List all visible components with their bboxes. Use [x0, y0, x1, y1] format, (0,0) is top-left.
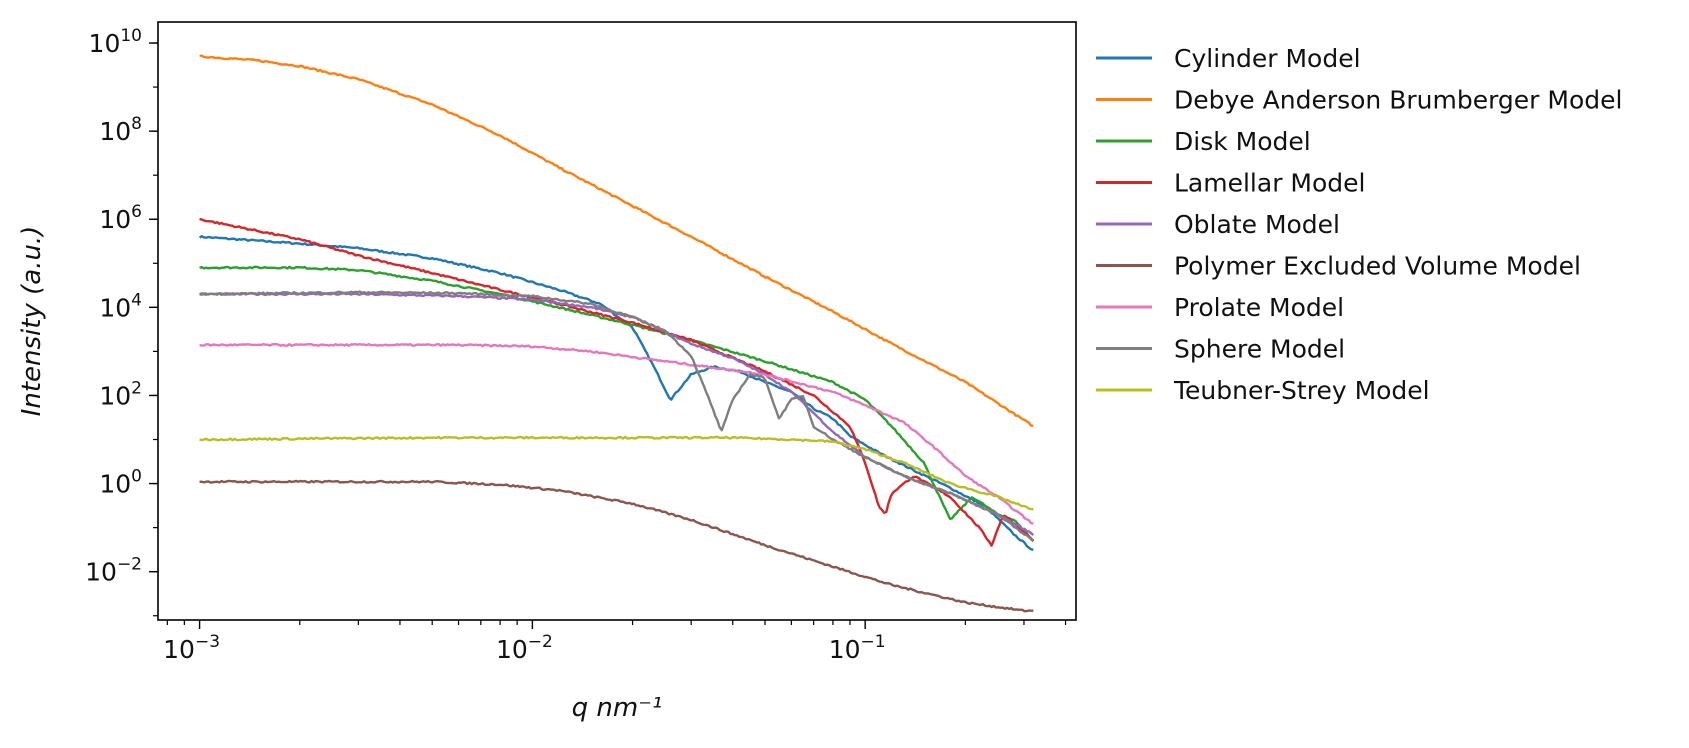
legend-item: Polymer Excluded Volume Model [1096, 252, 1581, 281]
y-tick-label: 100 [99, 467, 142, 499]
legend-label: Oblate Model [1174, 210, 1340, 239]
series-line-6 [199, 479, 1034, 613]
legend-item: Debye Anderson Brumberger Model [1096, 86, 1622, 115]
y-tick-label: 106 [99, 202, 142, 234]
y-tick-label: 108 [99, 114, 142, 146]
legend-label: Polymer Excluded Volume Model [1174, 252, 1581, 281]
series-line-9 [199, 435, 1034, 511]
legend-label: Prolate Model [1174, 293, 1344, 322]
y-tick-label: 104 [99, 290, 142, 322]
legend-label: Sphere Model [1174, 335, 1345, 364]
legend-item: Disk Model [1096, 127, 1311, 156]
legend-item: Sphere Model [1096, 335, 1345, 364]
x-tick-label: 10−2 [496, 632, 553, 664]
legend-item: Oblate Model [1096, 210, 1340, 239]
x-axis-label: q nm⁻¹ [572, 693, 663, 723]
x-tick-label: 10−1 [829, 632, 886, 664]
plot-area [198, 54, 1035, 613]
plot-frame [157, 21, 1077, 621]
legend-label: Disk Model [1174, 127, 1311, 156]
legend-label: Cylinder Model [1174, 44, 1361, 73]
series-line-4 [199, 217, 1034, 547]
y-tick-label: 10−2 [85, 555, 142, 587]
y-tick-label: 1010 [89, 26, 142, 58]
series-line-1 [198, 235, 1034, 552]
legend-item: Teubner-Strey Model [1096, 376, 1430, 405]
legend-item: Lamellar Model [1096, 169, 1365, 198]
legend: Cylinder Model Debye Anderson Brumberger … [1096, 44, 1622, 405]
series-group [198, 54, 1035, 613]
axes: 10−3 10−2 10−1 10−2 100 102 104 106 108 1010 q nm⁻… [17, 21, 1077, 723]
series-line-2 [199, 54, 1034, 428]
legend-label: Debye Anderson Brumberger Model [1174, 86, 1622, 115]
y-tick-label: 102 [99, 378, 142, 410]
series-line-3 [199, 265, 1035, 542]
series-line-8 [199, 290, 1035, 543]
x-tick-label: 10−3 [163, 632, 220, 664]
legend-label: Lamellar Model [1174, 169, 1365, 198]
legend-item: Cylinder Model [1096, 44, 1361, 73]
series-line-7 [199, 342, 1034, 525]
series-line-5 [199, 292, 1035, 536]
y-axis-label: Intensity (a.u.) [17, 226, 47, 417]
legend-item: Prolate Model [1096, 293, 1344, 322]
legend-label: Teubner-Strey Model [1173, 376, 1430, 405]
